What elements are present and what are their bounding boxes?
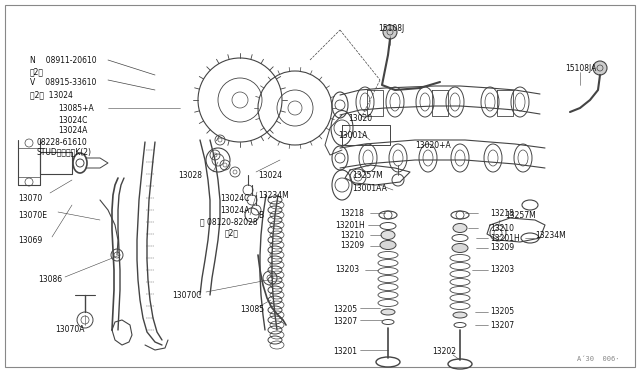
Text: 13024A: 13024A <box>58 125 88 135</box>
Text: 13201H: 13201H <box>335 221 365 230</box>
Text: （2）: （2） <box>30 67 44 77</box>
Text: A´30  006·: A´30 006· <box>577 356 620 362</box>
Text: V  08915-33610: V 08915-33610 <box>30 77 97 87</box>
Text: 13201H: 13201H <box>490 234 520 243</box>
Circle shape <box>383 25 397 39</box>
Text: 13001AA: 13001AA <box>352 183 387 192</box>
Text: 13207: 13207 <box>490 321 514 330</box>
Text: 13070A: 13070A <box>55 326 84 334</box>
Text: 13028: 13028 <box>178 170 202 180</box>
Text: 15108J: 15108J <box>378 23 404 32</box>
Text: 13234M: 13234M <box>535 231 566 240</box>
Text: 13218: 13218 <box>490 208 514 218</box>
Text: 13086: 13086 <box>38 276 62 285</box>
Circle shape <box>593 61 607 75</box>
Text: 13001A: 13001A <box>338 131 367 140</box>
Text: 13085+A: 13085+A <box>58 103 93 112</box>
Text: 13203: 13203 <box>335 266 359 275</box>
Text: 13020+A: 13020+A <box>415 141 451 150</box>
Text: 13070: 13070 <box>18 193 42 202</box>
Text: 13205: 13205 <box>333 305 357 314</box>
Text: 13024C: 13024C <box>220 193 250 202</box>
Text: 13218: 13218 <box>340 208 364 218</box>
Text: 13085: 13085 <box>240 305 264 314</box>
Ellipse shape <box>381 231 395 240</box>
Text: 13202: 13202 <box>432 347 456 356</box>
Text: Ⓑ 08120-82028: Ⓑ 08120-82028 <box>200 218 258 227</box>
Text: 13070E: 13070E <box>18 211 47 219</box>
Text: （2）  13024: （2） 13024 <box>30 90 73 99</box>
Text: 08228-61610: 08228-61610 <box>36 138 87 147</box>
Text: 15108JA: 15108JA <box>565 64 596 73</box>
Text: 13205: 13205 <box>490 308 514 317</box>
Ellipse shape <box>380 241 396 250</box>
Text: 13207: 13207 <box>333 317 357 327</box>
Text: 13257M: 13257M <box>352 170 383 180</box>
Text: N  08911-20610: N 08911-20610 <box>30 55 97 64</box>
Text: B: B <box>258 211 263 219</box>
Text: 13257M: 13257M <box>505 211 536 219</box>
Ellipse shape <box>453 224 467 232</box>
Ellipse shape <box>453 312 467 318</box>
Text: STUDスタッドK(2): STUDスタッドK(2) <box>36 148 91 157</box>
Text: 13210: 13210 <box>490 224 514 232</box>
Text: 13070C: 13070C <box>172 291 202 299</box>
Text: 13210: 13210 <box>340 231 364 240</box>
Text: 13069: 13069 <box>18 235 42 244</box>
Ellipse shape <box>381 309 395 315</box>
Text: 13209: 13209 <box>340 241 364 250</box>
Text: 13024A: 13024A <box>220 205 250 215</box>
Text: 13203: 13203 <box>490 266 514 275</box>
Text: 13020: 13020 <box>348 113 372 122</box>
Ellipse shape <box>452 244 468 253</box>
Text: 13024: 13024 <box>258 170 282 180</box>
Text: 13209: 13209 <box>490 244 514 253</box>
Text: （2）: （2） <box>225 228 239 237</box>
Text: 13201: 13201 <box>333 347 357 356</box>
Text: 13024C: 13024C <box>58 115 88 125</box>
Text: 13234M: 13234M <box>258 190 289 199</box>
